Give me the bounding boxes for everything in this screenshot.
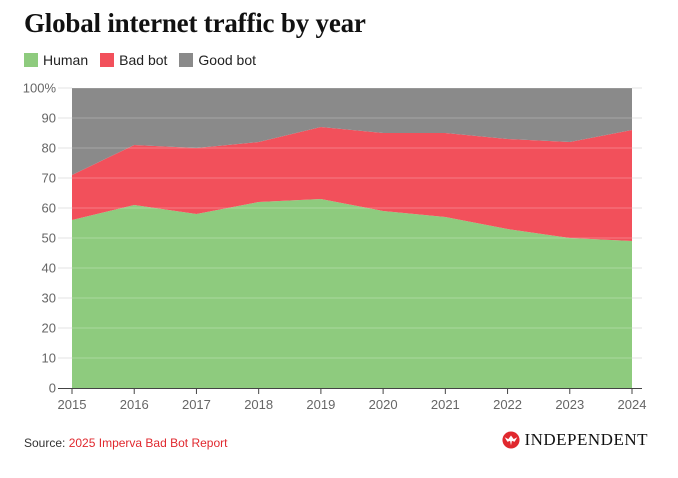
y-tick-label: 70 <box>42 171 56 186</box>
x-tick-label: 2015 <box>58 397 87 412</box>
x-tick-label: 2016 <box>120 397 149 412</box>
x-tick-label: 2017 <box>182 397 211 412</box>
y-tick-label: 30 <box>42 291 56 306</box>
source-link[interactable]: 2025 Imperva Bad Bot Report <box>68 436 228 450</box>
x-tick-label: 2021 <box>431 397 460 412</box>
publisher-name: INDEPENDENT <box>524 430 648 449</box>
x-tick-label: 2019 <box>306 397 335 412</box>
legend-swatch-human <box>24 53 38 67</box>
legend-swatch-good-bot <box>179 53 194 67</box>
y-tick-label: 60 <box>42 201 56 216</box>
y-tick-label: 90 <box>42 111 56 126</box>
area-bad-bot <box>72 127 632 241</box>
legend-item-human: Human <box>24 52 88 68</box>
x-tick-label: 2023 <box>555 397 584 412</box>
y-tick-label: 100% <box>23 81 57 96</box>
area-human <box>72 199 632 388</box>
x-tick-label: 2018 <box>244 397 273 412</box>
eagle-icon <box>502 431 521 449</box>
chart-title: Global internet traffic by year <box>24 8 366 38</box>
x-tick-label: 2022 <box>493 397 522 412</box>
legend-label-good-bot: Good bot <box>198 52 257 68</box>
legend-swatch-bad-bot <box>100 53 115 67</box>
chart-legend: Human Bad bot Good bot <box>24 52 268 68</box>
legend-item-good-bot: Good bot <box>179 52 256 68</box>
area-good-bot <box>72 88 632 175</box>
x-tick-label: 2024 <box>618 397 647 412</box>
legend-label-bad-bot: Bad bot <box>119 52 168 68</box>
y-tick-label: 20 <box>42 321 56 336</box>
y-tick-label: 50 <box>42 231 56 246</box>
publisher-logo: INDEPENDENT <box>502 430 648 450</box>
source-prefix: Source: <box>24 436 69 450</box>
legend-item-bad-bot: Bad bot <box>100 52 167 68</box>
y-tick-label: 40 <box>42 261 56 276</box>
y-tick-label: 80 <box>42 141 56 156</box>
y-tick-label: 10 <box>42 351 56 366</box>
legend-label-human: Human <box>43 52 89 68</box>
source-note: Source: 2025 Imperva Bad Bot Report <box>24 436 227 450</box>
y-tick-label: 0 <box>49 381 56 396</box>
x-tick-label: 2020 <box>369 397 398 412</box>
